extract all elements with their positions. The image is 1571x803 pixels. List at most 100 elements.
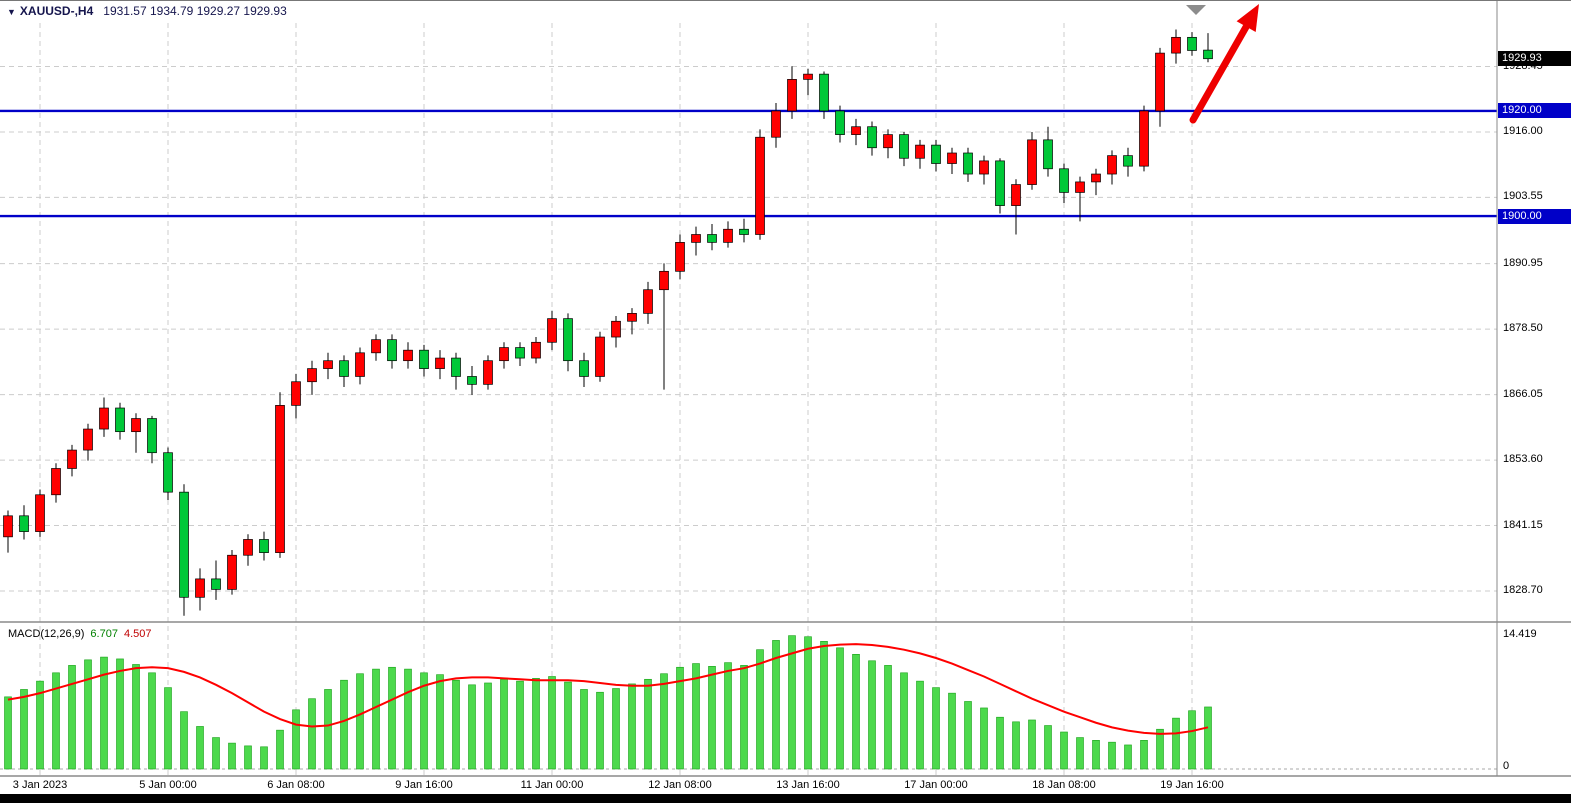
candle-body — [291, 381, 301, 406]
candle-body — [675, 242, 685, 272]
macd-histogram-bar — [340, 679, 348, 770]
candle-body — [227, 554, 237, 590]
macd-main-value: 6.707 — [90, 628, 118, 640]
macd-histogram-bar — [1012, 721, 1020, 770]
candle-body — [387, 339, 397, 362]
macd-histogram-bar — [52, 672, 60, 770]
candle-body — [659, 270, 669, 291]
candle-body — [515, 347, 525, 359]
macd-histogram-bar — [1172, 717, 1180, 770]
macd-histogram-bar — [452, 679, 460, 770]
macd-histogram-bar — [468, 684, 476, 770]
candle-body — [499, 347, 509, 362]
candle-body — [339, 360, 349, 377]
candle-body — [179, 491, 189, 598]
candle-body — [947, 152, 957, 164]
candle-body — [19, 515, 29, 532]
ohlc-values: 1931.57 1934.79 1929.27 1929.93 — [103, 4, 287, 18]
macd-histogram-bar — [1028, 719, 1036, 770]
macd-histogram-bar — [1044, 725, 1052, 770]
macd-histogram-bar — [820, 641, 828, 770]
candle-body — [483, 360, 493, 385]
candle-body — [51, 468, 61, 496]
macd-histogram-bar — [244, 745, 252, 770]
macd-histogram-bar — [980, 707, 988, 770]
macd-histogram-bar — [1060, 731, 1068, 770]
candle-body — [979, 160, 989, 175]
time-tick-label: 5 Jan 00:00 — [139, 779, 197, 791]
candle-body — [1027, 139, 1037, 185]
macd-histogram-bar — [516, 680, 524, 770]
trend-arrow[interactable] — [1189, 23, 1250, 124]
price-tick-label: 1916.00 — [1503, 124, 1543, 137]
macd-histogram-bar — [404, 668, 412, 770]
candle-body — [35, 494, 45, 532]
candle-body — [643, 289, 653, 314]
candle-body — [163, 452, 173, 493]
candle-body — [531, 341, 541, 359]
macd-histogram-bar — [868, 660, 876, 770]
chart-shift-icon[interactable] — [1186, 5, 1206, 15]
candle-body — [1059, 168, 1069, 193]
candle-body — [1123, 155, 1133, 167]
macd-histogram-bar — [596, 691, 604, 770]
trend-arrow-head[interactable] — [1236, 4, 1259, 32]
time-tick-label: 19 Jan 16:00 — [1160, 779, 1224, 791]
candle-body — [243, 539, 253, 556]
price-tick-label: 1841.15 — [1503, 518, 1543, 531]
candle-body — [1155, 52, 1165, 112]
macd-histogram-bar — [356, 673, 364, 770]
candle-body — [771, 110, 781, 138]
macd-histogram-bar — [1204, 706, 1212, 770]
candle-body — [899, 134, 909, 159]
symbol-timeframe-label: XAUUSD-,H4 — [19, 4, 94, 18]
macd-histogram-bar — [324, 689, 332, 770]
macd-axis-min-label: 0 — [1503, 760, 1510, 772]
time-tick-label: 17 Jan 00:00 — [904, 779, 968, 791]
candle-body — [1043, 139, 1053, 170]
candle-body — [803, 73, 813, 80]
candle-body — [1187, 36, 1197, 51]
time-tick-label: 13 Jan 16:00 — [776, 779, 840, 791]
macd-histogram-bar — [436, 674, 444, 770]
macd-histogram-bar — [148, 672, 156, 770]
macd-histogram-bar — [772, 640, 780, 770]
macd-histogram-bar — [612, 688, 620, 770]
candle-body — [419, 349, 429, 369]
current-price-badge: 1929.93 — [1498, 51, 1571, 67]
candle-body — [883, 134, 893, 149]
candle-body — [563, 318, 573, 362]
macd-histogram-bar — [532, 678, 540, 770]
time-tick-label: 18 Jan 08:00 — [1032, 779, 1096, 791]
price-tick-label: 1878.50 — [1503, 322, 1543, 335]
price-tick-label: 1903.55 — [1503, 190, 1543, 203]
macd-histogram-bar — [68, 665, 76, 770]
macd-histogram-bar — [4, 696, 12, 770]
macd-histogram-bar — [20, 689, 28, 770]
candle-body — [1075, 181, 1085, 193]
candle-body — [1091, 173, 1101, 183]
candle-body — [467, 376, 477, 385]
macd-histogram-bar — [260, 746, 268, 770]
macd-histogram-bar — [100, 656, 108, 770]
macd-histogram-bar — [756, 649, 764, 770]
macd-histogram-bar — [276, 729, 284, 770]
candle-body — [739, 228, 749, 235]
macd-histogram-bar — [836, 647, 844, 770]
macd-signal-line — [7, 643, 1209, 735]
macd-histogram-bar — [932, 687, 940, 770]
price-tick-label: 1890.95 — [1503, 256, 1543, 269]
macd-histogram-bar — [628, 683, 636, 770]
bottom-bar — [0, 794, 1571, 803]
candle-body — [451, 357, 461, 377]
candle-body — [611, 320, 621, 338]
candle-body — [1171, 36, 1181, 54]
time-tick-label: 6 Jan 08:00 — [267, 779, 325, 791]
macd-histogram-bar — [724, 662, 732, 770]
macd-histogram-bar — [564, 681, 572, 770]
candle-body — [435, 357, 445, 369]
macd-histogram-bar — [948, 692, 956, 770]
macd-histogram-bar — [676, 666, 684, 770]
